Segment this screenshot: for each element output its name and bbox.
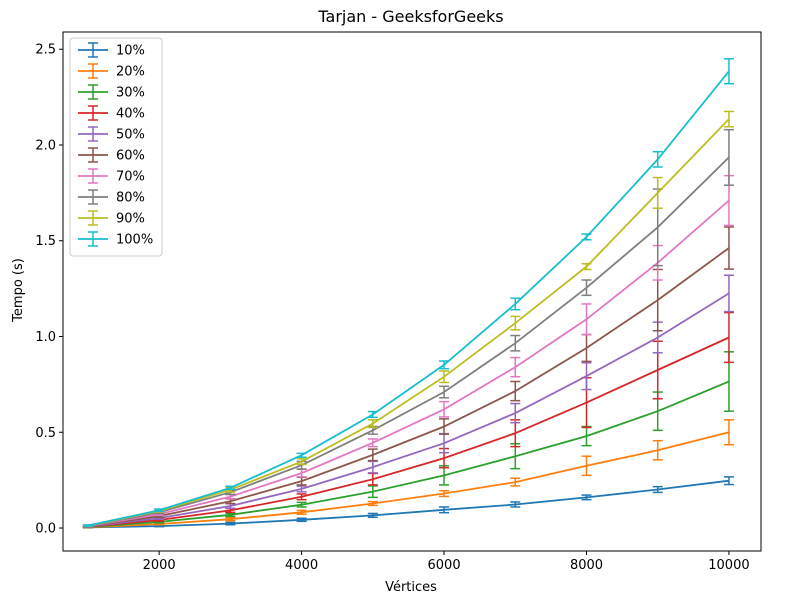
legend-entry: 30% xyxy=(78,84,145,101)
series-line xyxy=(87,247,730,528)
series-line xyxy=(87,118,730,527)
legend-label: 90% xyxy=(116,212,145,227)
legend-entry: 10% xyxy=(78,42,145,59)
y-tick-label: 1.5 xyxy=(35,234,56,249)
legend-entry: 20% xyxy=(78,63,145,80)
legend-label: 50% xyxy=(116,128,145,143)
series-line xyxy=(87,380,730,528)
legend-label: 10% xyxy=(116,44,145,59)
series-80pct xyxy=(82,128,734,528)
x-tick-label: 4000 xyxy=(285,558,318,573)
y-tick-label: 0.5 xyxy=(35,426,56,441)
series-line xyxy=(87,479,730,529)
y-axis-label: Tempo (s) xyxy=(11,258,26,323)
series-100pct xyxy=(82,58,734,527)
series-40pct xyxy=(82,311,734,529)
chart-title: Tarjan - GeeksforGeeks xyxy=(317,7,503,26)
legend-label: 20% xyxy=(116,65,145,80)
plot-frame xyxy=(62,31,762,552)
legend-label: 40% xyxy=(116,107,145,122)
series-50pct xyxy=(82,274,734,529)
series-10pct xyxy=(82,476,734,529)
series-line xyxy=(87,199,730,528)
legend-entry: 80% xyxy=(78,189,145,206)
x-tick-label: 2000 xyxy=(143,558,176,573)
legend-label: 60% xyxy=(116,149,145,164)
plot-area xyxy=(82,58,734,529)
legend-entry: 60% xyxy=(78,147,145,164)
series-20pct xyxy=(82,419,734,529)
legend: 10% 20% 30% 40% 50% 60% 70% 80% 90% 100% xyxy=(69,37,163,257)
x-tick-label: 8000 xyxy=(570,558,603,573)
x-axis-label: Vértices xyxy=(385,580,437,595)
legend-label: 80% xyxy=(116,191,145,206)
series-70pct xyxy=(82,174,734,528)
legend-label: 70% xyxy=(116,170,145,185)
series-60pct xyxy=(82,226,734,528)
series-line xyxy=(87,292,730,528)
series-line xyxy=(87,336,730,528)
y-tick-label: 0.0 xyxy=(35,522,56,537)
series-30pct xyxy=(82,351,734,529)
legend-entry: 50% xyxy=(78,126,145,143)
legend-label: 100% xyxy=(116,233,153,248)
y-tick-label: 1.0 xyxy=(35,330,56,345)
series-line xyxy=(87,431,730,529)
y-tick-label: 2.5 xyxy=(35,43,56,58)
y-tick-label: 2.0 xyxy=(35,138,56,153)
x-tick-label: 6000 xyxy=(428,558,461,573)
legend-entry: 40% xyxy=(78,105,145,122)
series-line xyxy=(87,70,730,527)
legend-entry: 70% xyxy=(78,168,145,185)
legend-label: 30% xyxy=(116,86,145,101)
series-line xyxy=(87,156,730,527)
legend-entry: 90% xyxy=(78,210,145,227)
x-tick-label: 10000 xyxy=(708,558,749,573)
legend-entry: 100% xyxy=(78,231,153,248)
axis-ticks: 2000 4000 6000 8000 10000 0.0 0.5 1.0 1.5 2.0 2.5 xyxy=(35,43,749,573)
series-90pct xyxy=(82,110,734,528)
